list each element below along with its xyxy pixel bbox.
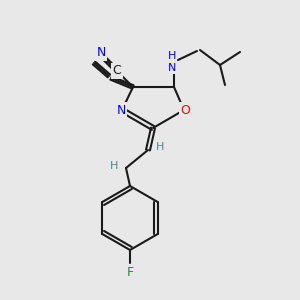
Text: O: O [180, 103, 190, 116]
Text: H: H [110, 161, 118, 171]
Text: H
N: H N [168, 51, 176, 73]
Text: N: N [96, 46, 106, 59]
Text: H: H [156, 142, 164, 152]
Text: N: N [116, 103, 126, 116]
Text: F: F [126, 266, 134, 278]
Text: C: C [112, 64, 122, 77]
